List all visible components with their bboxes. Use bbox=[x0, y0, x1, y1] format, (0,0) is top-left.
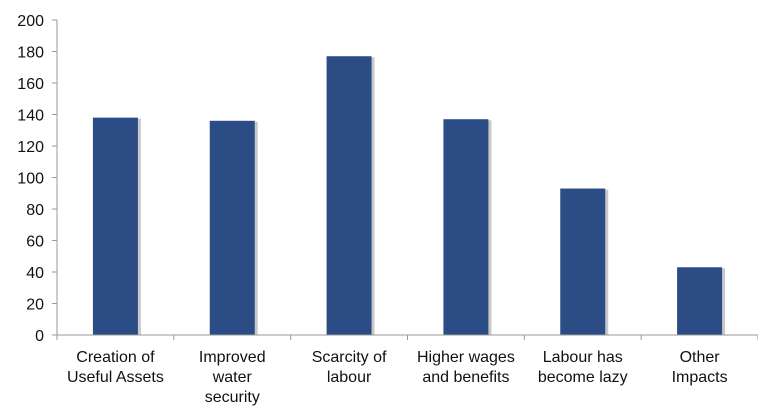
bar bbox=[209, 120, 255, 335]
bar bbox=[443, 119, 489, 335]
y-tick-label: 200 bbox=[17, 13, 44, 30]
y-tick-label: 80 bbox=[26, 202, 44, 219]
y-tick-label: 20 bbox=[26, 297, 44, 314]
x-category-label-line: Creation of bbox=[76, 349, 155, 366]
y-tick-label: 160 bbox=[17, 76, 44, 93]
x-category-label-line: Useful Assets bbox=[67, 369, 164, 386]
x-category-label: Higher wages and benefits bbox=[417, 349, 515, 386]
y-tick-label: 100 bbox=[17, 171, 44, 188]
bar bbox=[326, 56, 372, 335]
x-category-label-line: and benefits bbox=[422, 369, 509, 386]
bars bbox=[92, 56, 726, 336]
x-category-label-line: labour bbox=[327, 369, 372, 386]
y-tick-label: 120 bbox=[17, 139, 44, 156]
x-category-label-line: Improved bbox=[199, 349, 266, 366]
y-tick-label: 140 bbox=[17, 108, 44, 125]
x-category-label: Creation of Useful Assets bbox=[67, 349, 164, 386]
x-category-label-line: security bbox=[205, 389, 260, 406]
x-category-label-line: Scarcity of bbox=[312, 349, 387, 366]
x-category-label: Labour has become lazy bbox=[538, 349, 628, 386]
y-axis-ticks: 0 20 40 60 80 100 120 140 160 180 200 bbox=[17, 13, 57, 345]
x-category-label-line: Labour has bbox=[543, 349, 623, 366]
x-category-label-line: water bbox=[212, 369, 253, 386]
y-tick-label: 60 bbox=[26, 234, 44, 251]
x-category-label-line: Other bbox=[680, 349, 721, 366]
x-axis-labels: Creation of Useful Assets Improved water sec… bbox=[56, 335, 758, 406]
bar bbox=[92, 117, 138, 336]
x-category-label-line: Impacts bbox=[672, 369, 728, 386]
y-tick-label: 0 bbox=[35, 328, 44, 345]
x-category-label: Scarcity of labour bbox=[312, 349, 387, 386]
x-category-label-line: become lazy bbox=[538, 369, 628, 386]
x-category-label: Other Impacts bbox=[672, 349, 728, 386]
x-category-label-line: Higher wages bbox=[417, 349, 515, 366]
bar bbox=[677, 267, 723, 335]
y-tick-label: 180 bbox=[17, 45, 44, 62]
x-category-label: Improved water security bbox=[199, 349, 266, 406]
y-tick-label: 40 bbox=[26, 265, 44, 282]
bar bbox=[560, 188, 606, 335]
